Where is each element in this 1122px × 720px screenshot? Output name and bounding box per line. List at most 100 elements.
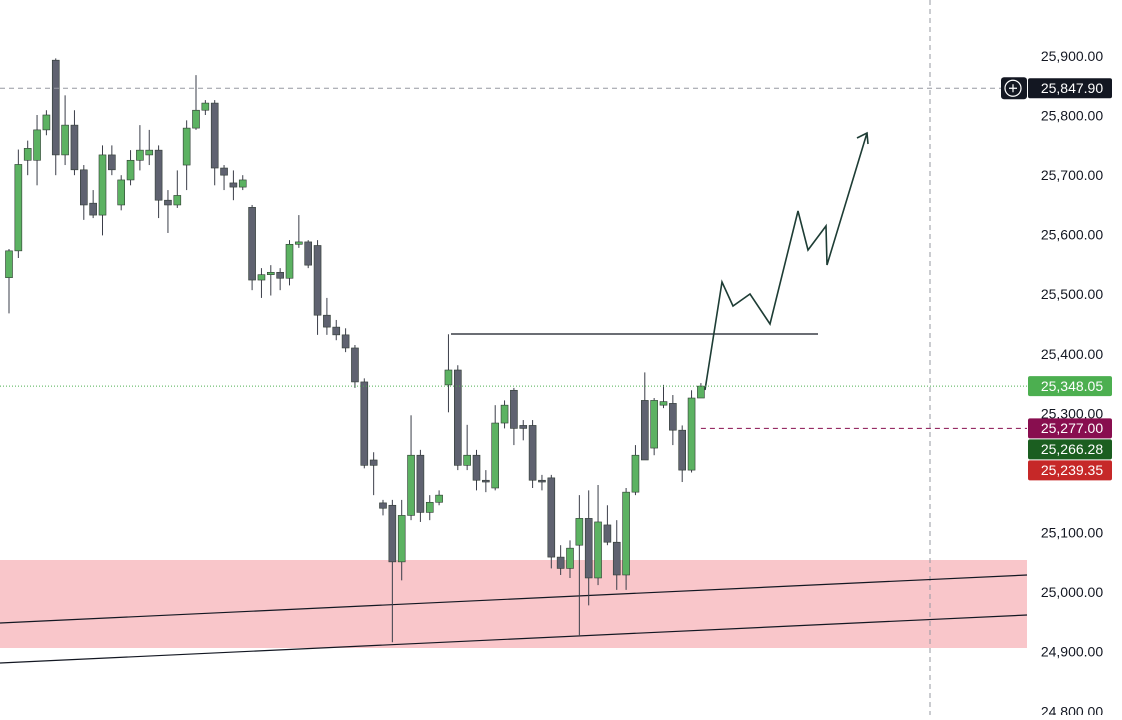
- candle-body: [463, 454, 471, 466]
- candle-body: [538, 479, 546, 483]
- y-tick-label: 25,100.00: [1041, 525, 1103, 541]
- candle-body: [257, 274, 266, 281]
- candle-body: [182, 127, 191, 166]
- y-tick-label: 25,500.00: [1041, 286, 1103, 302]
- price-label-box: [1028, 418, 1112, 439]
- candle-body: [220, 167, 228, 176]
- candle-body: [388, 504, 397, 563]
- price-label-box: [1028, 376, 1112, 397]
- candle-body: [341, 334, 350, 349]
- candle-body: [117, 179, 125, 206]
- candle-body: [238, 179, 247, 188]
- candle-body: [416, 454, 425, 513]
- candle-body: [622, 491, 630, 576]
- y-tick-label: 25,300.00: [1041, 405, 1103, 421]
- candle-body: [210, 102, 219, 169]
- candle-body: [631, 454, 640, 493]
- candle-body: [136, 149, 144, 161]
- candle-body: [201, 102, 210, 111]
- candle-body: [5, 250, 13, 278]
- candle-body: [70, 124, 79, 171]
- candle-body: [397, 515, 406, 563]
- candle-body: [108, 154, 116, 171]
- candle-body: [669, 403, 677, 431]
- candle-body: [566, 547, 574, 569]
- candle-body: [650, 400, 658, 449]
- y-tick-label: 25,900.00: [1041, 48, 1103, 64]
- price-label: 25,239.35: [1041, 462, 1103, 478]
- candle-body: [266, 271, 275, 275]
- trend-line: [0, 574, 1028, 624]
- candle-body: [510, 389, 518, 429]
- candle-body: [173, 195, 182, 206]
- candle-body: [659, 401, 668, 406]
- candle-body: [444, 369, 453, 386]
- candle-body: [14, 164, 23, 252]
- candle-body: [379, 502, 387, 509]
- candle-body: [164, 199, 172, 206]
- price-axis: 24,800.00 24,900.00 25,000.00 25,100.00 25,2…: [1041, 48, 1103, 719]
- y-tick-label: 24,900.00: [1041, 644, 1103, 660]
- candle-body: [575, 518, 584, 546]
- crosshair-plus: [1009, 84, 1017, 93]
- y-tick-label: 25,800.00: [1041, 107, 1103, 123]
- candle-body: [482, 479, 490, 483]
- candle-body: [295, 241, 303, 245]
- candle-body: [369, 459, 378, 466]
- y-tick-label: 25,000.00: [1041, 584, 1103, 600]
- candle-body: [42, 114, 51, 131]
- candle-body: [351, 347, 359, 383]
- candle-body: [33, 129, 41, 161]
- price-label: 25,348.05: [1041, 378, 1103, 394]
- y-tick-label: 24,800.00: [1041, 703, 1103, 715]
- crosshair-button: [1004, 79, 1022, 97]
- price-label: 25,266.28: [1041, 441, 1103, 457]
- candle-body: [80, 169, 88, 206]
- candle-body: [491, 422, 500, 489]
- candle-body: [678, 429, 687, 471]
- candle-body: [360, 381, 369, 466]
- candle-body: [304, 241, 313, 266]
- candle-body: [407, 454, 415, 516]
- candles: [5, 58, 705, 643]
- price-label-box: [1028, 439, 1112, 460]
- y-tick-label: 25,700.00: [1041, 167, 1103, 183]
- price-label: 25,277.00: [1041, 420, 1103, 436]
- candle-body: [332, 326, 341, 336]
- candle-body: [276, 271, 284, 279]
- candle-body: [584, 518, 593, 579]
- candle-body: [23, 148, 32, 161]
- candle-body: [126, 159, 135, 181]
- candle-body: [453, 369, 462, 466]
- candle-body: [612, 541, 621, 576]
- candle-body: [519, 425, 528, 429]
- demand-zone: [0, 560, 1027, 648]
- candle-body: [89, 202, 97, 216]
- candle-body: [313, 245, 322, 316]
- candle-body: [640, 400, 649, 461]
- candle-body: [603, 524, 612, 543]
- candle-body: [323, 314, 331, 328]
- candle-body: [556, 556, 565, 569]
- candle-body: [528, 425, 537, 481]
- candle-body: [472, 454, 481, 481]
- candle-body: [51, 59, 60, 156]
- price-label: 25,847.90: [1041, 80, 1103, 96]
- y-tick-label: 25,400.00: [1041, 346, 1103, 362]
- projection-path: [704, 132, 868, 391]
- candle-body: [547, 477, 556, 558]
- y-tick-label: 25,600.00: [1041, 227, 1103, 243]
- candle-body: [697, 385, 705, 399]
- candle-body: [192, 109, 200, 129]
- candle-body: [248, 207, 256, 281]
- candle-body: [594, 521, 602, 579]
- candle-body: [435, 494, 443, 503]
- candle-body: [687, 397, 696, 471]
- candle-body: [61, 124, 69, 156]
- projection-arrowhead: [856, 131, 869, 145]
- price-label-box: [1028, 78, 1112, 99]
- candle-body: [98, 154, 107, 216]
- candle-body: [425, 501, 434, 513]
- candle-body: [285, 243, 294, 279]
